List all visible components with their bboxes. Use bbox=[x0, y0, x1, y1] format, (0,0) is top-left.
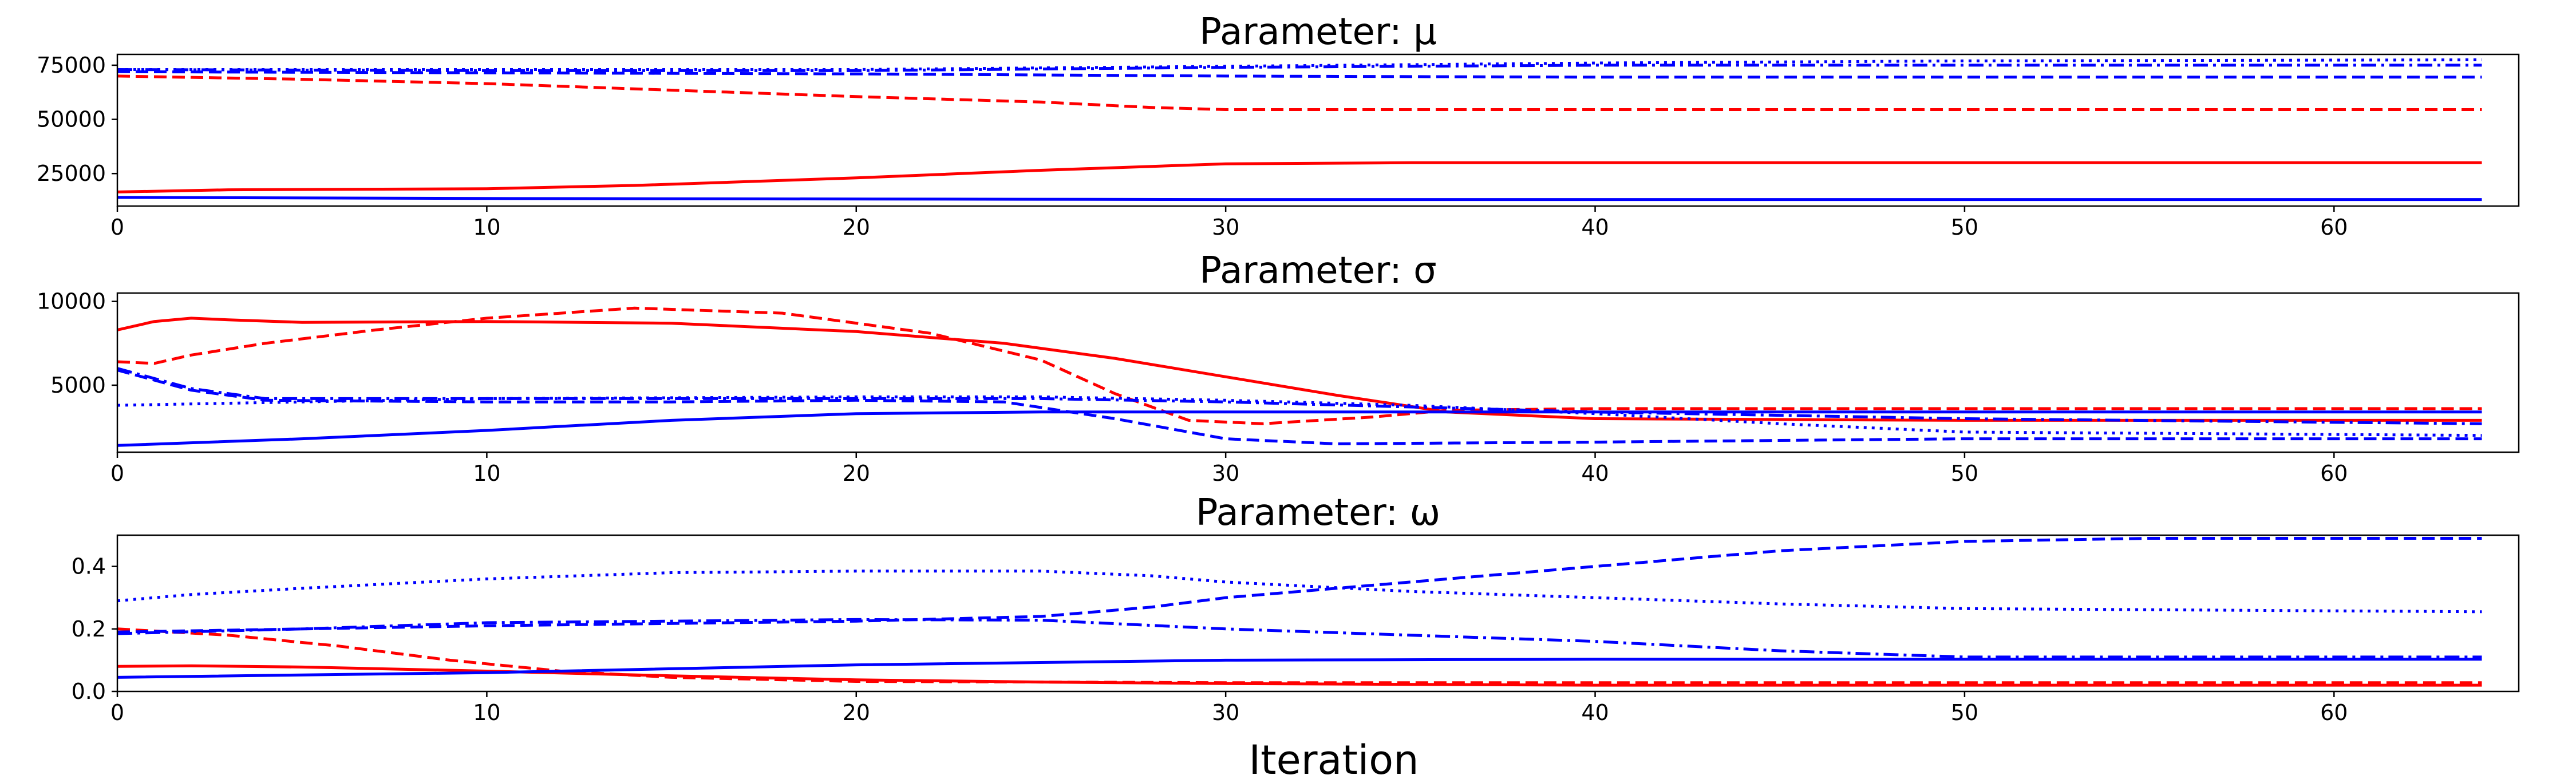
x-tick-label: 50 bbox=[1951, 215, 1978, 240]
x-tick-label: 0 bbox=[110, 700, 124, 725]
chart-panel-2: 0 10 20 30 40 50 60 5000 10000 Parameter: σ bbox=[37, 250, 2520, 486]
x-tick-label: 0 bbox=[110, 461, 124, 486]
y-tick-label: 75000 bbox=[37, 53, 106, 78]
series-line-2 bbox=[117, 306, 2482, 425]
plot-frame bbox=[116, 53, 2520, 207]
y-tick-label: 5000 bbox=[50, 373, 106, 398]
y-tick-label: 25000 bbox=[37, 161, 106, 186]
chart-panel-1: 0 10 20 30 40 50 60 25000 50000 75000 Parameter: μ bbox=[37, 11, 2520, 240]
panel-title: Parameter: μ bbox=[1199, 11, 1436, 53]
x-tick-label: 10 bbox=[473, 215, 500, 240]
x-tick-label: 30 bbox=[1212, 461, 1239, 486]
x-tick-label: 30 bbox=[1212, 700, 1239, 725]
x-tick-label: 20 bbox=[843, 215, 870, 240]
series-line-2 bbox=[117, 627, 2482, 685]
series-line-3 bbox=[117, 196, 2482, 201]
y-tick-label: 10000 bbox=[37, 289, 106, 314]
x-axis-label: Iteration bbox=[1249, 737, 1419, 779]
x-tick-label: 20 bbox=[843, 700, 870, 725]
x-tick-label: 10 bbox=[473, 461, 500, 486]
plot-frame bbox=[116, 292, 2520, 453]
series-line-3 bbox=[117, 658, 2482, 679]
series-line-1 bbox=[117, 317, 2482, 422]
series-line-4 bbox=[117, 70, 2482, 79]
series-line-6 bbox=[117, 395, 2482, 437]
x-tick-label: 40 bbox=[1581, 700, 1609, 725]
series-line-3 bbox=[117, 410, 2482, 447]
y-tick-label: 50000 bbox=[37, 107, 106, 132]
y-tick-label: 0.4 bbox=[72, 554, 106, 579]
chart-panel-3: 0 10 20 30 40 50 60 0.0 0.2 0.4 Parameter: ω bbox=[72, 492, 2520, 725]
series-line-5 bbox=[117, 618, 2482, 659]
panel-title: Parameter: σ bbox=[1199, 250, 1436, 292]
x-tick-label: 50 bbox=[1951, 700, 1978, 725]
x-tick-label: 10 bbox=[473, 700, 500, 725]
x-tick-label: 40 bbox=[1581, 215, 1609, 240]
series-line-4 bbox=[117, 537, 2482, 634]
y-tick-label: 0.0 bbox=[72, 679, 106, 704]
series-line-1 bbox=[117, 664, 2482, 687]
x-tick-label: 60 bbox=[2320, 215, 2348, 240]
series-line-2 bbox=[117, 74, 2482, 111]
y-tick-label: 0.2 bbox=[72, 616, 106, 642]
series-line-4 bbox=[117, 369, 2482, 445]
series-line-6 bbox=[117, 570, 2482, 614]
x-tick-label: 60 bbox=[2320, 700, 2348, 725]
series-line-6 bbox=[117, 58, 2482, 71]
x-tick-label: 0 bbox=[110, 215, 124, 240]
x-tick-label: 50 bbox=[1951, 461, 1978, 486]
series-line-5 bbox=[117, 367, 2482, 425]
x-tick-label: 30 bbox=[1212, 215, 1239, 240]
series-line-1 bbox=[117, 161, 2482, 193]
x-tick-label: 40 bbox=[1581, 461, 1609, 486]
panel-title: Parameter: ω bbox=[1196, 492, 1440, 534]
x-tick-label: 20 bbox=[843, 461, 870, 486]
x-tick-label: 60 bbox=[2320, 461, 2348, 486]
plot-frame bbox=[116, 534, 2520, 693]
